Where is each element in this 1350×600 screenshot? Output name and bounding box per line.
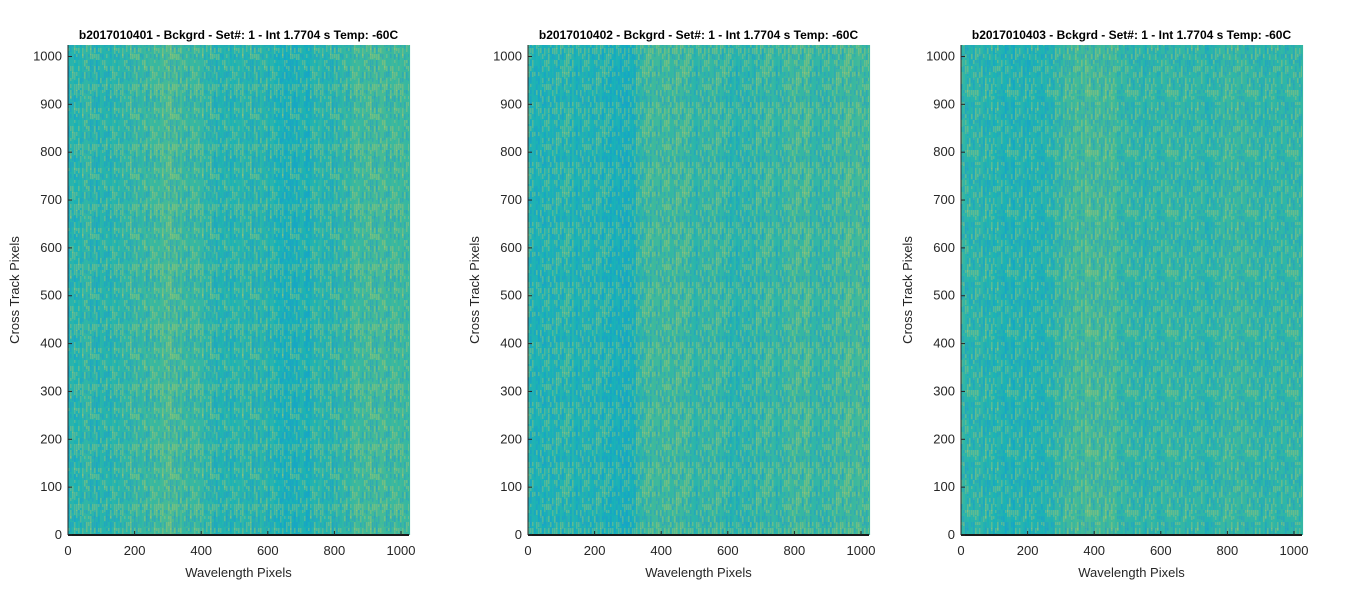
y-tick-label: 1000 [33,48,62,63]
y-tick-label: 1000 [493,48,522,63]
y-tick-label: 700 [933,192,955,207]
y-axis-label: Cross Track Pixels [467,236,482,344]
y-tick-label: 1000 [926,48,955,63]
heatmap-chart-2: 0 100 200 300 400 500 600 700 800 900 1000 0 200 400 6… [467,28,876,580]
y-tick-label: 500 [500,288,522,303]
heatmap-chart-3: 0 100 200 300 400 500 600 700 800 900 1000 0 200 400 6… [900,28,1309,580]
x-tick-label: 600 [1150,543,1172,558]
y-tick-label: 500 [40,288,62,303]
chart-title: b2017010401 - Bckgrd - Set#: 1 - Int 1.7… [79,28,399,42]
x-tick-label: 600 [717,543,739,558]
y-tick-label: 100 [500,479,522,494]
y-tick-label: 200 [500,431,522,446]
y-tick-label: 300 [40,383,62,398]
chart-title: b2017010402 - Bckgrd - Set#: 1 - Int 1.7… [539,28,859,42]
y-tick-label: 800 [933,144,955,159]
heatmap-panel-1: 0 100 200 300 400 500 600 700 800 900 1000 0 200 400 6… [0,0,440,600]
y-tick-label: 700 [500,192,522,207]
heatmap-panel-2: 0 100 200 300 400 500 600 700 800 900 1000 0 200 400 6… [460,0,900,600]
heatmap-noise-texture [528,45,869,535]
x-tick-label: 800 [784,543,806,558]
y-tick-label: 200 [933,431,955,446]
x-tick-label: 600 [257,543,279,558]
x-tick-label: 200 [124,543,146,558]
x-axis-label: Wavelength Pixels [1078,565,1185,580]
y-tick-label: 200 [40,431,62,446]
y-tick-label: 600 [40,240,62,255]
heatmap-noise-texture [961,45,1302,535]
x-tick-label: 1000 [1280,543,1309,558]
y-tick-label: 600 [933,240,955,255]
x-tick-label: 400 [650,543,672,558]
y-tick-label: 300 [933,383,955,398]
y-tick-label: 900 [500,96,522,111]
y-tick-label: 800 [40,144,62,159]
y-tick-label: 0 [515,527,522,542]
y-axis-label: Cross Track Pixels [900,236,915,344]
y-tick-label: 100 [933,479,955,494]
y-tick-label: 100 [40,479,62,494]
y-tick-label: 500 [933,288,955,303]
heatmap-noise-texture [68,45,409,535]
x-tick-label: 400 [1083,543,1105,558]
y-tick-label: 0 [948,527,955,542]
y-tick-label: 400 [933,336,955,351]
x-tick-label: 0 [64,543,71,558]
heatmap-chart-1: 0 100 200 300 400 500 600 700 800 900 1000 0 200 400 6… [7,28,416,580]
x-tick-label: 800 [324,543,346,558]
x-axis-label: Wavelength Pixels [185,565,292,580]
y-tick-label: 300 [500,383,522,398]
x-tick-label: 800 [1217,543,1239,558]
y-tick-label: 900 [40,96,62,111]
y-tick-label: 600 [500,240,522,255]
x-tick-label: 200 [1017,543,1039,558]
y-tick-label: 800 [500,144,522,159]
x-tick-label: 1000 [387,543,416,558]
chart-title: b2017010403 - Bckgrd - Set#: 1 - Int 1.7… [972,28,1292,42]
y-tick-label: 900 [933,96,955,111]
y-tick-label: 400 [500,336,522,351]
y-tick-label: 0 [55,527,62,542]
x-tick-label: 200 [584,543,606,558]
y-axis-label: Cross Track Pixels [7,236,22,344]
x-tick-label: 0 [524,543,531,558]
x-tick-label: 0 [957,543,964,558]
y-tick-label: 400 [40,336,62,351]
y-tick-label: 700 [40,192,62,207]
x-tick-label: 400 [190,543,212,558]
x-axis-label: Wavelength Pixels [645,565,752,580]
heatmap-panel-3: 0 100 200 300 400 500 600 700 800 900 1000 0 200 400 6… [893,0,1333,600]
x-tick-label: 1000 [847,543,876,558]
